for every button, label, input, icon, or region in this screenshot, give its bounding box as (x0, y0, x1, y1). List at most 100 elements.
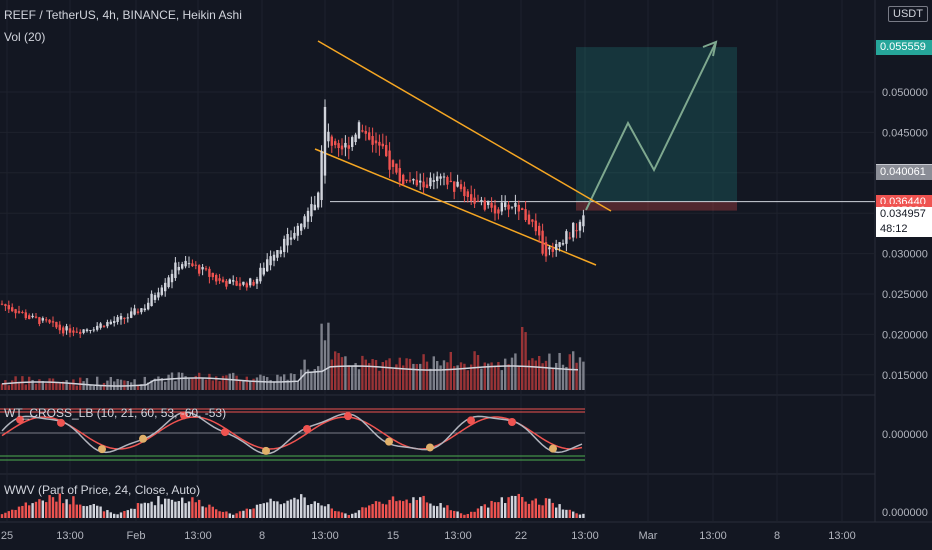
volume-bar (337, 353, 340, 390)
wwv-bar (320, 505, 323, 518)
candle-body (17, 311, 21, 313)
volume-bar (466, 370, 469, 390)
wwv-bar (357, 510, 361, 518)
time-tick-label: 13:00 (571, 530, 599, 542)
wwv-bar (113, 513, 116, 518)
volume-bar (286, 379, 289, 390)
wwv-bar (75, 504, 78, 518)
volume-bar (198, 372, 201, 390)
volume-bar (99, 385, 102, 390)
wwv-bar (174, 501, 177, 518)
volume-bar (459, 362, 463, 390)
candle-body (4, 304, 7, 306)
wwv-bar (252, 508, 255, 518)
volume-bar (439, 365, 442, 390)
wwv-bar (289, 499, 293, 518)
volume-bar (381, 361, 384, 390)
candle-body (289, 237, 293, 240)
volume-bar (147, 382, 150, 390)
candle-body (521, 208, 524, 211)
wwv-bar (510, 495, 514, 518)
candle-body (402, 174, 405, 185)
candle-body (48, 319, 51, 323)
candle-body (116, 317, 119, 322)
volume-bar (334, 351, 337, 390)
wwv-bar (283, 503, 286, 518)
candle-body (385, 145, 388, 157)
volume-bar (266, 377, 269, 390)
candle-body (157, 292, 160, 298)
wwv-bar (303, 497, 306, 518)
wwv-bar (232, 514, 235, 518)
wwv-bar (228, 513, 231, 518)
time-tick-label: 8 (259, 530, 265, 542)
volume-bar (143, 376, 146, 390)
candle-body (470, 194, 473, 202)
candle-body (517, 204, 520, 212)
volume-bar (374, 360, 378, 390)
wwv-bar (371, 504, 374, 518)
candle-body (45, 319, 48, 321)
wwv-bar (337, 511, 340, 518)
wwv-bar (313, 501, 316, 518)
wwv-bar (541, 505, 544, 518)
candle-body (578, 221, 582, 231)
wt-legend: WT_CROSS_LB (10, 21, 60, 53, -60, -53) (4, 406, 227, 420)
wwv-bar (442, 507, 446, 518)
wwv-bar (582, 513, 585, 518)
candle-body (249, 278, 252, 286)
wt-cross-dot (16, 415, 24, 424)
wwv-bar (14, 509, 17, 518)
wwv-bar (153, 505, 157, 518)
wwv-bar (408, 503, 412, 518)
volume-bar (11, 380, 14, 390)
candle-body (198, 265, 201, 274)
volume-bar (0, 383, 4, 390)
candle-body (334, 141, 337, 146)
candle-body (344, 142, 347, 148)
wwv-bar (456, 511, 459, 518)
wwv-bar (130, 508, 133, 518)
wwv-bar (300, 494, 303, 518)
wwv-bar (24, 502, 27, 518)
candle-body (347, 145, 350, 149)
candle-body (0, 303, 4, 305)
wwv-bar (436, 506, 439, 518)
candle-body (235, 280, 238, 286)
candle-body (228, 279, 231, 284)
volume-bar (177, 372, 180, 390)
volume-bar (500, 370, 503, 390)
volume-bar (402, 365, 405, 390)
volume-bar (582, 361, 585, 390)
candle-body (109, 321, 112, 325)
volume-bar (174, 381, 177, 390)
wwv-bar (55, 501, 58, 518)
candle-body (160, 287, 163, 295)
wwv-bar (388, 499, 391, 518)
volume-bar (480, 368, 483, 390)
wwv-bar (490, 500, 493, 518)
candle-body (568, 237, 571, 239)
volume-bar (136, 385, 140, 390)
candle-body (531, 219, 534, 222)
volume-bar (208, 373, 211, 390)
price-tick-label: 0.025000 (882, 289, 928, 301)
candle-body (487, 200, 490, 206)
candle-body (72, 330, 75, 333)
wt-cross-dot (57, 418, 65, 427)
volume-bar (225, 375, 228, 390)
volume-bar (323, 340, 327, 390)
currency-badge[interactable]: USDT (888, 6, 928, 22)
volume-bar (578, 357, 582, 390)
volume-bar (493, 365, 497, 390)
candle-body (75, 331, 78, 333)
wwv-bar (116, 514, 119, 518)
wwv-bar (167, 498, 170, 518)
volume-bar (17, 381, 21, 390)
candle-body (14, 309, 17, 314)
volume-bar (408, 358, 412, 390)
candle-body (442, 176, 446, 178)
wwv-bar (296, 499, 299, 518)
wwv-bar (449, 510, 452, 518)
